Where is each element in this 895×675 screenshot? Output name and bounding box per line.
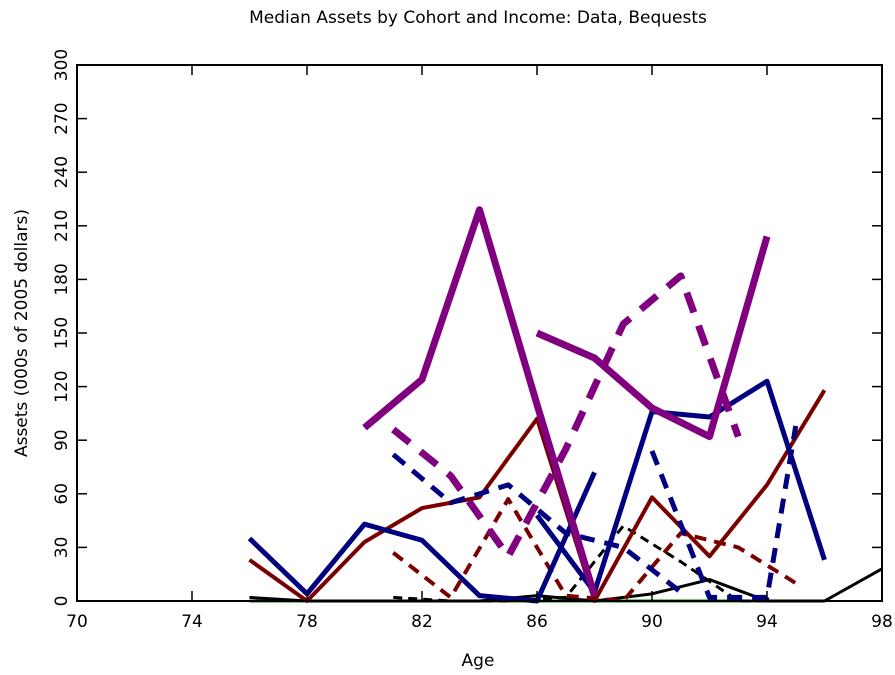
- x-tick-label: 98: [871, 612, 893, 632]
- y-tick-label: 180: [52, 263, 72, 295]
- y-tick-label: 30: [52, 537, 72, 559]
- data-line: [535, 235, 771, 441]
- x-tick-label: 86: [526, 612, 548, 632]
- y-tick-label: 150: [52, 317, 72, 349]
- axes-frame: [76, 64, 883, 602]
- x-tick-label: 90: [641, 612, 663, 632]
- x-tick-label: 94: [756, 612, 778, 632]
- y-axis-label: Assets (000s of 2005 dollars): [12, 209, 32, 457]
- x-tick-label: 74: [181, 612, 203, 632]
- y-tick-label: 270: [52, 102, 72, 134]
- y-tick-label: 120: [52, 370, 72, 402]
- chart-title: Median Assets by Cohort and Income: Data…: [249, 8, 707, 28]
- x-axis-label: Age: [462, 651, 495, 671]
- x-tick-label: 78: [296, 612, 318, 632]
- y-tick-label: 210: [52, 210, 72, 242]
- data-line: [391, 272, 742, 560]
- y-tick-label: 240: [52, 156, 72, 188]
- data-line: [248, 389, 827, 603]
- x-tick-label: 82: [411, 612, 433, 632]
- x-tick-label: 70: [66, 612, 88, 632]
- plot-area: [247, 206, 883, 604]
- y-tick-label: 90: [52, 429, 72, 451]
- data-line: [534, 378, 827, 595]
- data-line: [362, 206, 598, 597]
- y-tick-label: 60: [52, 483, 72, 505]
- data-line: [649, 425, 799, 600]
- data-line: [391, 452, 683, 595]
- y-tick-label: 0: [52, 596, 72, 607]
- y-tick-label: 300: [52, 49, 72, 81]
